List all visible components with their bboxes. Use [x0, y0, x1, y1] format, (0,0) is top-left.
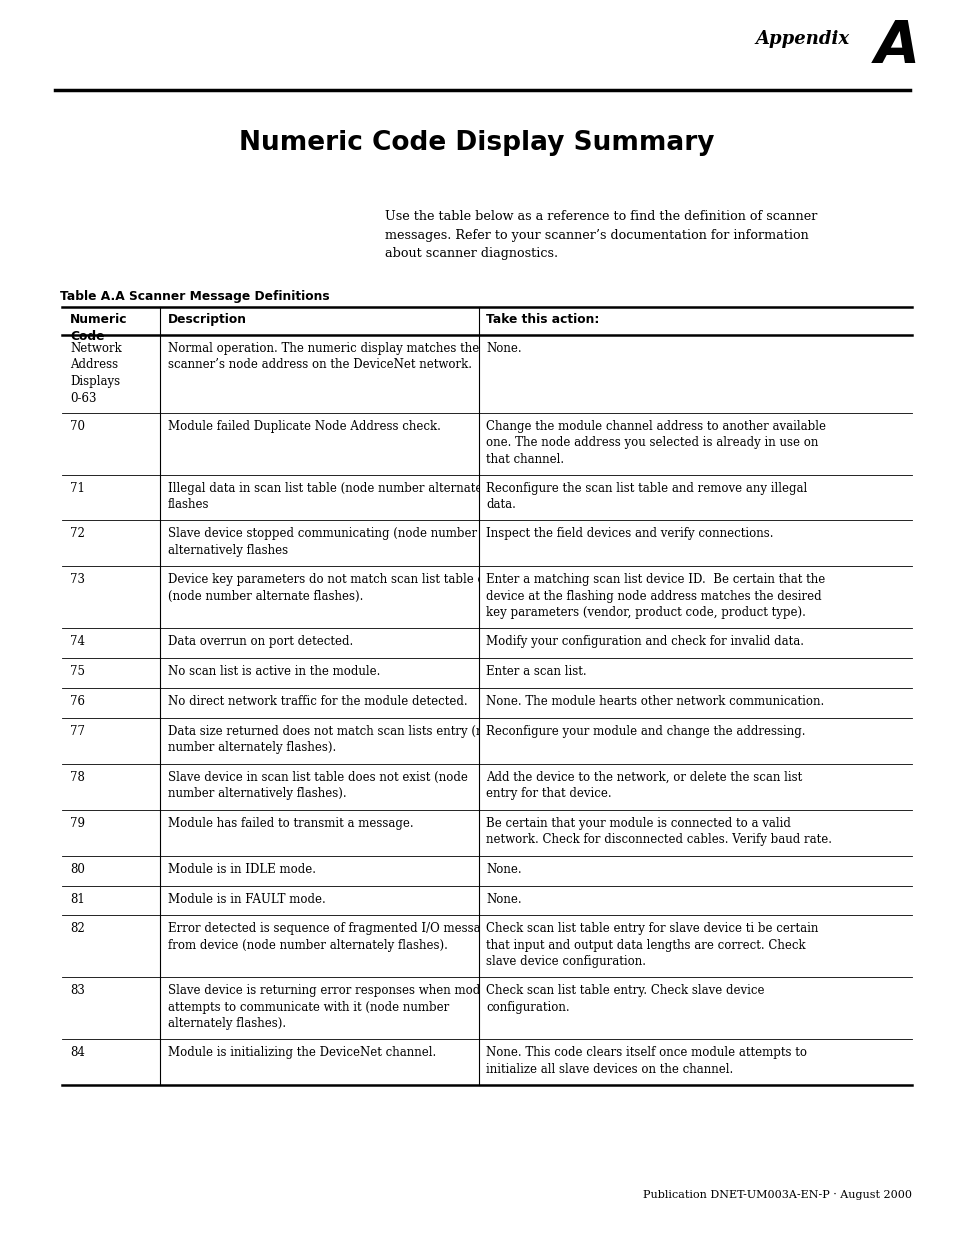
Text: 84: 84: [70, 1046, 85, 1060]
Text: Normal operation. The numeric display matches the
scanner’s node address on the : Normal operation. The numeric display ma…: [168, 342, 478, 372]
Text: Network
Address
Displays
0-63: Network Address Displays 0-63: [70, 342, 122, 405]
Text: Numeric
Code: Numeric Code: [70, 312, 128, 343]
Text: 75: 75: [70, 666, 85, 678]
Text: 80: 80: [70, 862, 85, 876]
Text: 82: 82: [70, 923, 85, 935]
Text: Slave device stopped communicating (node number
alternatively flashes: Slave device stopped communicating (node…: [168, 527, 476, 557]
Text: Publication DNET-UM003A-EN-P · August 2000: Publication DNET-UM003A-EN-P · August 20…: [642, 1191, 911, 1200]
Text: None.: None.: [486, 862, 521, 876]
Text: Check scan list table entry. Check slave device
configuration.: Check scan list table entry. Check slave…: [486, 984, 764, 1014]
Text: Inspect the field devices and verify connections.: Inspect the field devices and verify con…: [486, 527, 773, 541]
Text: 76: 76: [70, 695, 85, 708]
Text: 73: 73: [70, 573, 85, 587]
Text: Slave device in scan list table does not exist (node
number alternatively flashe: Slave device in scan list table does not…: [168, 771, 467, 800]
Text: Table A.A Scanner Message Definitions: Table A.A Scanner Message Definitions: [60, 290, 330, 303]
Text: Enter a matching scan list device ID.  Be certain that the
device at the flashin: Enter a matching scan list device ID. Be…: [486, 573, 825, 619]
Text: Enter a scan list.: Enter a scan list.: [486, 666, 586, 678]
Text: Illegal data in scan list table (node number alternately
flashes: Illegal data in scan list table (node nu…: [168, 482, 492, 511]
Text: Description: Description: [168, 312, 247, 326]
Text: Slave device is returning error responses when module
attempts to communicate wi: Slave device is returning error response…: [168, 984, 497, 1030]
Text: Error detected is sequence of fragmented I/O messages
from device (node number a: Error detected is sequence of fragmented…: [168, 923, 500, 952]
Text: 77: 77: [70, 725, 85, 739]
Text: Reconfigure your module and change the addressing.: Reconfigure your module and change the a…: [486, 725, 805, 739]
Text: Change the module channel address to another available
one. The node address you: Change the module channel address to ano…: [486, 420, 825, 466]
Text: 79: 79: [70, 816, 85, 830]
Text: 83: 83: [70, 984, 85, 997]
Text: Modify your configuration and check for invalid data.: Modify your configuration and check for …: [486, 635, 803, 648]
Text: 70: 70: [70, 420, 85, 432]
Text: Check scan list table entry for slave device ti be certain
that input and output: Check scan list table entry for slave de…: [486, 923, 818, 968]
Text: Module is in IDLE mode.: Module is in IDLE mode.: [168, 862, 315, 876]
Text: Data overrun on port detected.: Data overrun on port detected.: [168, 635, 353, 648]
Text: 71: 71: [70, 482, 85, 494]
Text: 72: 72: [70, 527, 85, 541]
Text: None. The module hearts other network communication.: None. The module hearts other network co…: [486, 695, 824, 708]
Text: Numeric Code Display Summary: Numeric Code Display Summary: [239, 130, 714, 156]
Text: Use the table below as a reference to find the definition of scanner
messages. R: Use the table below as a reference to fi…: [385, 210, 817, 261]
Text: Appendix: Appendix: [754, 30, 848, 48]
Text: 78: 78: [70, 771, 85, 784]
Text: Add the device to the network, or delete the scan list
entry for that device.: Add the device to the network, or delete…: [486, 771, 801, 800]
Text: Module has failed to transmit a message.: Module has failed to transmit a message.: [168, 816, 413, 830]
Text: Module is initializing the DeviceNet channel.: Module is initializing the DeviceNet cha…: [168, 1046, 436, 1060]
Text: None. This code clears itself once module attempts to
initialize all slave devic: None. This code clears itself once modul…: [486, 1046, 806, 1076]
Text: 74: 74: [70, 635, 85, 648]
Text: No scan list is active in the module.: No scan list is active in the module.: [168, 666, 379, 678]
Text: Be certain that your module is connected to a valid
network. Check for disconnec: Be certain that your module is connected…: [486, 816, 832, 846]
Text: Module is in FAULT mode.: Module is in FAULT mode.: [168, 893, 325, 905]
Text: Take this action:: Take this action:: [486, 312, 599, 326]
Text: Reconfigure the scan list table and remove any illegal
data.: Reconfigure the scan list table and remo…: [486, 482, 807, 511]
Text: No direct network traffic for the module detected.: No direct network traffic for the module…: [168, 695, 467, 708]
Text: 81: 81: [70, 893, 85, 905]
Text: None.: None.: [486, 342, 521, 354]
Text: A: A: [874, 19, 919, 75]
Text: Module failed Duplicate Node Address check.: Module failed Duplicate Node Address che…: [168, 420, 440, 432]
Text: Device key parameters do not match scan list table entry
(node number alternate : Device key parameters do not match scan …: [168, 573, 508, 603]
Text: None.: None.: [486, 893, 521, 905]
Text: Data size returned does not match scan lists entry (node
number alternately flas: Data size returned does not match scan l…: [168, 725, 504, 755]
